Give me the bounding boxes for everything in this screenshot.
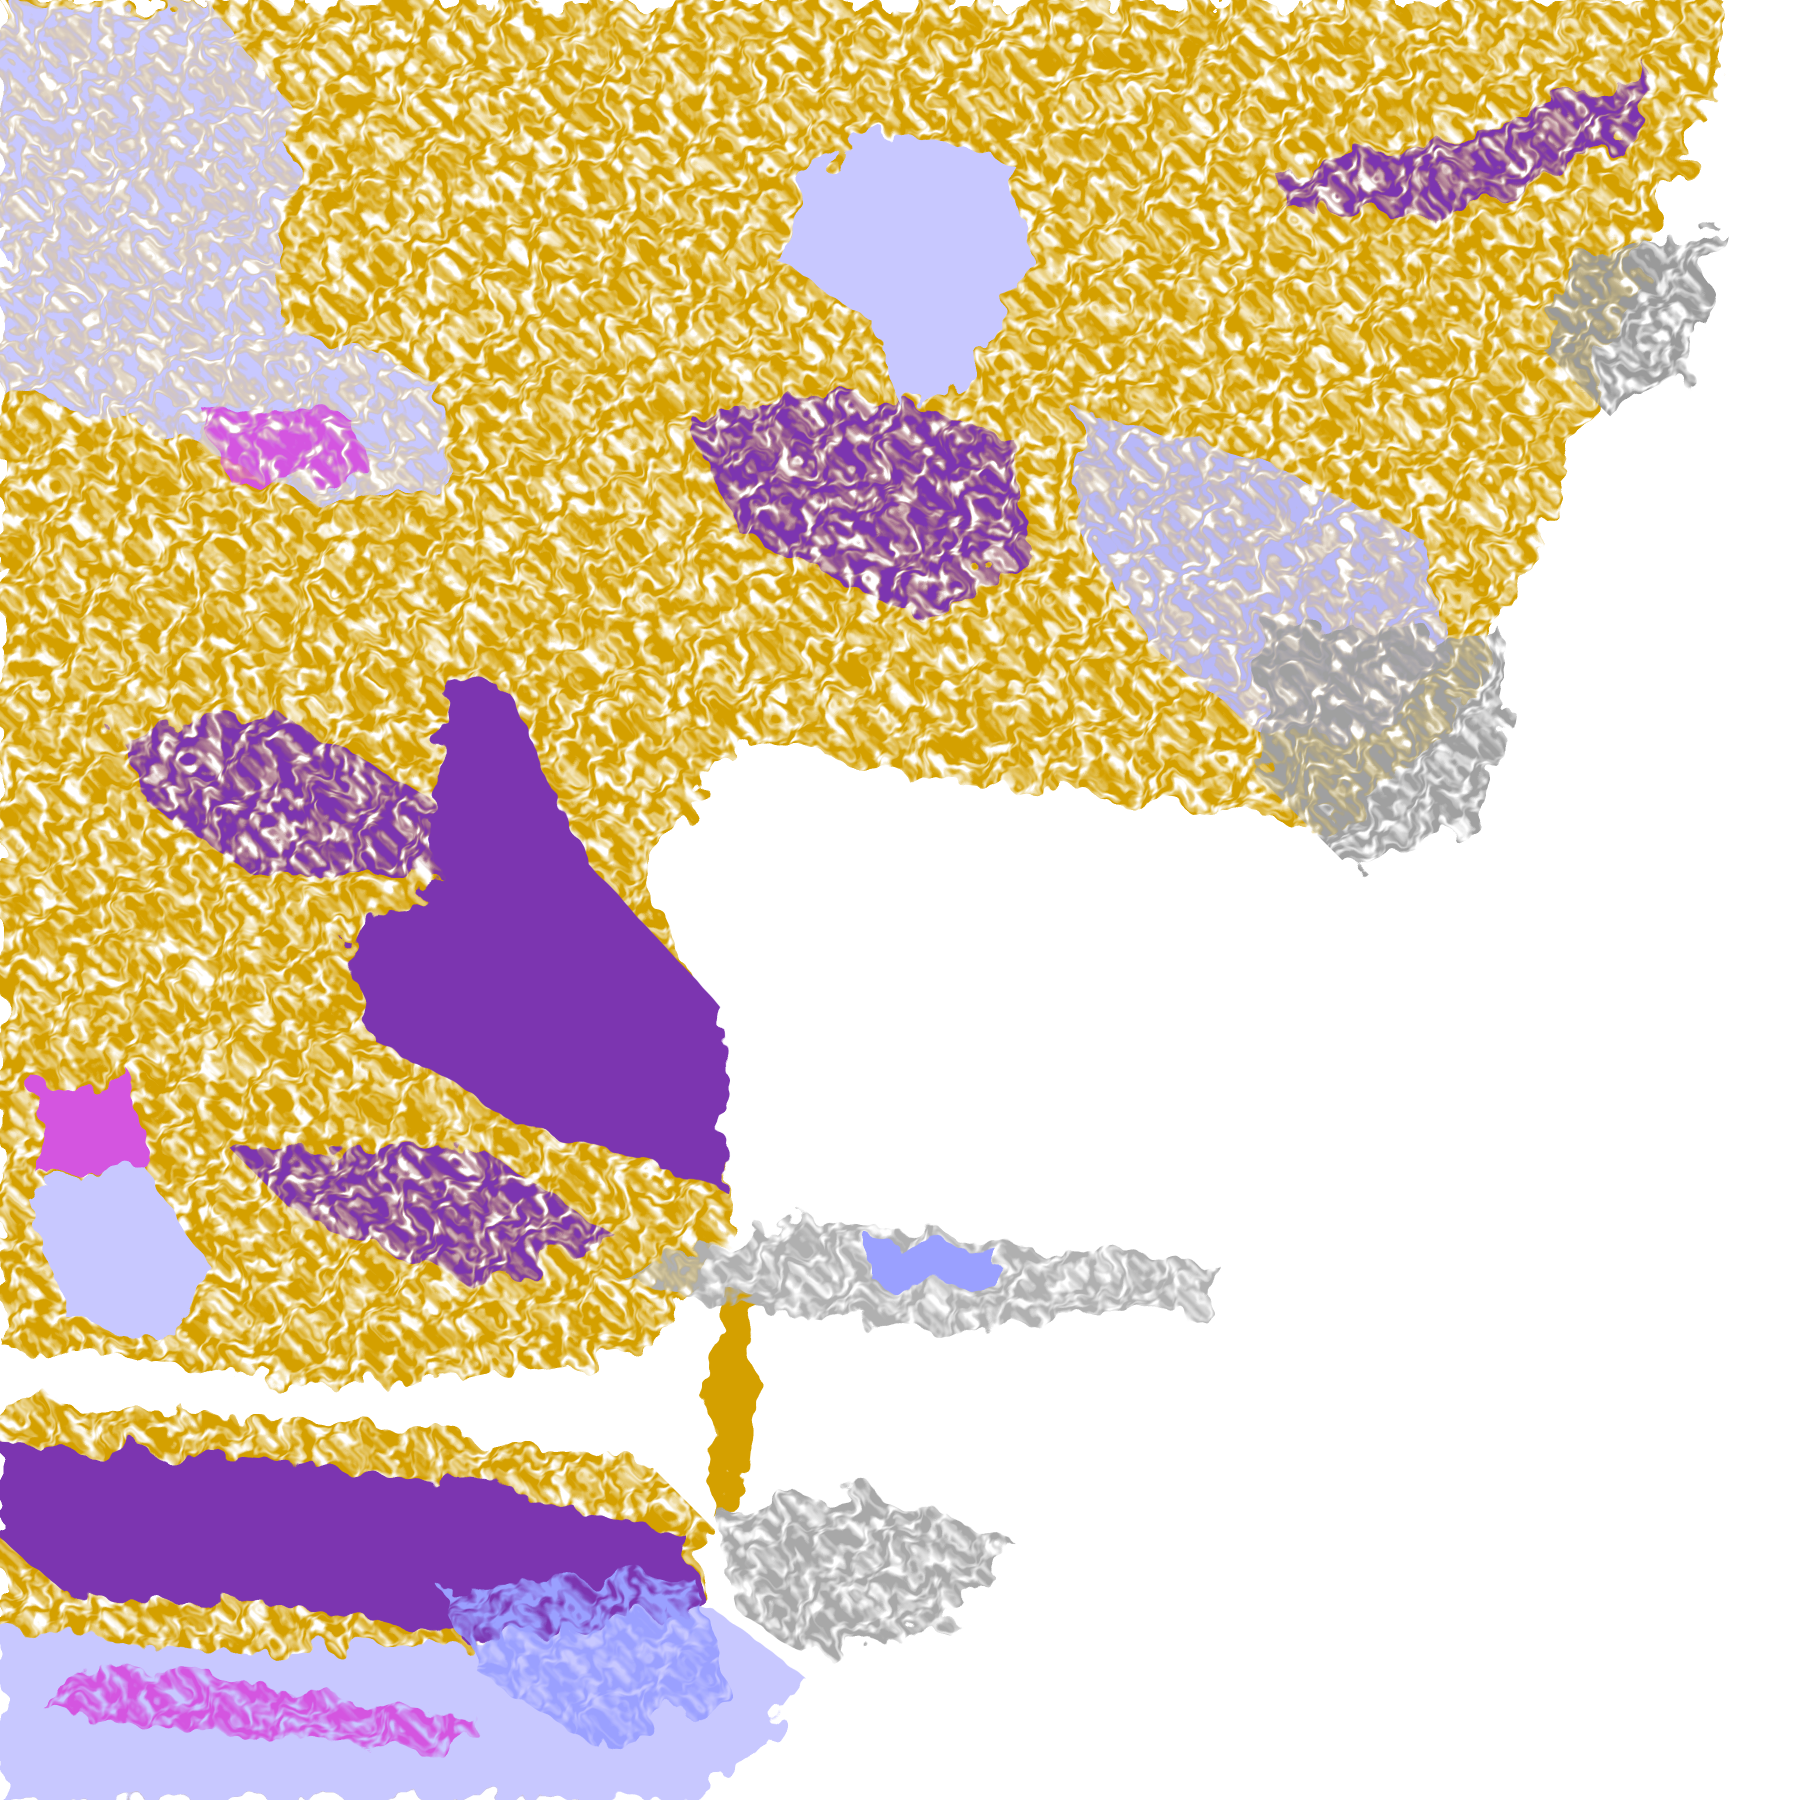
magenta-streaks-south [45,1664,483,1757]
lavender-cloud-storm [780,126,1034,414]
cloud-layer [0,0,1722,1800]
lavender-cloud-sw [22,1159,207,1344]
periwinkle-field-south [436,1572,735,1745]
magenta-patch-nw [195,401,379,483]
gray-cloud-east-low [1262,619,1516,873]
purple-region-ocean [344,677,729,1194]
earth-limb-mask [700,0,1800,1800]
periwinkle-streak [872,1239,999,1286]
purple-band-ne [1274,68,1654,219]
lavender-cloud-nw [0,0,448,506]
magenta-patch-sw [34,1079,150,1183]
gray-cloud-east-limb [1538,229,1722,414]
purple-region-north [688,390,1034,620]
purple-region-west [114,711,437,873]
purple-band-sw [229,1147,620,1286]
gray-cloud-patagonia [711,1492,1011,1654]
gold-strip-andes [705,1285,764,1516]
